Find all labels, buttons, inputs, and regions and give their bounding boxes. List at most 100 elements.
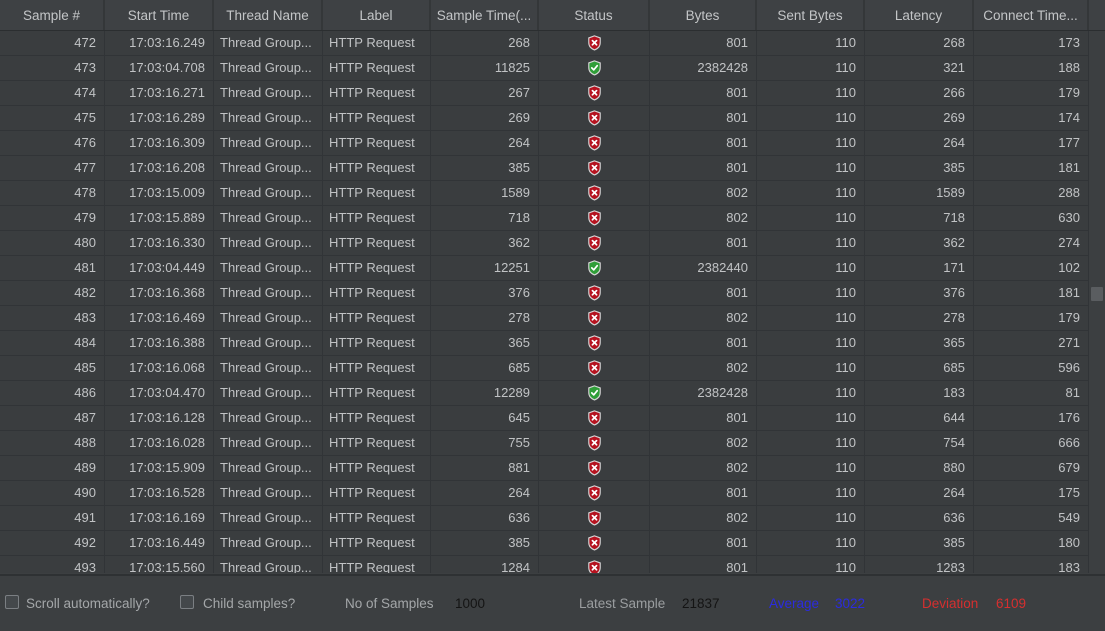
cell-sample-time: 1589 — [431, 181, 539, 206]
cell-label: HTTP Request — [323, 231, 431, 256]
cell-bytes: 802 — [650, 356, 757, 381]
column-header-connect-time[interactable]: Connect Time... — [974, 0, 1089, 30]
table-row[interactable]: 479 17:03:15.889 Thread Group... HTTP Re… — [0, 206, 1089, 231]
table-row[interactable]: 483 17:03:16.469 Thread Group... HTTP Re… — [0, 306, 1089, 331]
cell-label: HTTP Request — [323, 206, 431, 231]
table-row[interactable]: 485 17:03:16.068 Thread Group... HTTP Re… — [0, 356, 1089, 381]
cell-connect-time: 188 — [974, 56, 1089, 81]
cell-status — [539, 256, 650, 281]
cell-sent-bytes: 110 — [757, 381, 865, 406]
table-row[interactable]: 491 17:03:16.169 Thread Group... HTTP Re… — [0, 506, 1089, 531]
table-row[interactable]: 488 17:03:16.028 Thread Group... HTTP Re… — [0, 431, 1089, 456]
child-samples-checkbox[interactable] — [180, 595, 194, 609]
cell-latency: 754 — [865, 431, 974, 456]
cell-latency: 1589 — [865, 181, 974, 206]
cell-connect-time: 175 — [974, 481, 1089, 506]
cell-bytes: 802 — [650, 506, 757, 531]
header-scrollbar-corner — [1089, 0, 1105, 30]
cell-thread-name: Thread Group... — [214, 381, 323, 406]
table-row[interactable]: 490 17:03:16.528 Thread Group... HTTP Re… — [0, 481, 1089, 506]
cell-sent-bytes: 110 — [757, 31, 865, 56]
cell-latency: 685 — [865, 356, 974, 381]
cell-connect-time: 177 — [974, 131, 1089, 156]
cell-start-time: 17:03:16.169 — [105, 506, 214, 531]
cell-bytes: 801 — [650, 406, 757, 431]
no-of-samples-label: No of Samples — [345, 596, 434, 611]
column-header-sent-bytes[interactable]: Sent Bytes — [757, 0, 865, 30]
cell-status — [539, 456, 650, 481]
child-samples-label[interactable]: Child samples? — [203, 596, 296, 611]
cell-bytes: 801 — [650, 156, 757, 181]
cell-status — [539, 306, 650, 331]
cell-connect-time: 174 — [974, 106, 1089, 131]
table-row[interactable]: 474 17:03:16.271 Thread Group... HTTP Re… — [0, 81, 1089, 106]
cell-label: HTTP Request — [323, 431, 431, 456]
cell-sent-bytes: 110 — [757, 306, 865, 331]
table-row[interactable]: 475 17:03:16.289 Thread Group... HTTP Re… — [0, 106, 1089, 131]
column-header-sample-time[interactable]: Sample Time(... — [431, 0, 539, 30]
column-header-sample-number[interactable]: Sample # — [0, 0, 105, 30]
table-row[interactable]: 473 17:03:04.708 Thread Group... HTTP Re… — [0, 56, 1089, 81]
cell-bytes: 802 — [650, 206, 757, 231]
table-body[interactable]: 472 17:03:16.249 Thread Group... HTTP Re… — [0, 31, 1089, 573]
cell-sample-time: 685 — [431, 356, 539, 381]
cell-sent-bytes: 110 — [757, 231, 865, 256]
cell-sample-time: 278 — [431, 306, 539, 331]
column-header-status[interactable]: Status — [539, 0, 650, 30]
table-row[interactable]: 487 17:03:16.128 Thread Group... HTTP Re… — [0, 406, 1089, 431]
cell-connect-time: 102 — [974, 256, 1089, 281]
table-row[interactable]: 489 17:03:15.909 Thread Group... HTTP Re… — [0, 456, 1089, 481]
table-row[interactable]: 476 17:03:16.309 Thread Group... HTTP Re… — [0, 131, 1089, 156]
cell-label: HTTP Request — [323, 506, 431, 531]
cell-sample-time: 1284 — [431, 556, 539, 573]
cell-bytes: 802 — [650, 431, 757, 456]
column-header-thread-name[interactable]: Thread Name — [214, 0, 323, 30]
column-header-bytes[interactable]: Bytes — [650, 0, 757, 30]
cell-label: HTTP Request — [323, 156, 431, 181]
cell-start-time: 17:03:16.449 — [105, 531, 214, 556]
cell-bytes: 2382440 — [650, 256, 757, 281]
cell-connect-time: 181 — [974, 156, 1089, 181]
cell-thread-name: Thread Group... — [214, 431, 323, 456]
cell-label: HTTP Request — [323, 531, 431, 556]
table-row[interactable]: 478 17:03:15.009 Thread Group... HTTP Re… — [0, 181, 1089, 206]
table-row[interactable]: 482 17:03:16.368 Thread Group... HTTP Re… — [0, 281, 1089, 306]
shield-x-icon — [587, 235, 601, 251]
column-header-label[interactable]: Label — [323, 0, 431, 30]
shield-x-icon — [587, 335, 601, 351]
table-row[interactable]: 472 17:03:16.249 Thread Group... HTTP Re… — [0, 31, 1089, 56]
cell-bytes: 801 — [650, 281, 757, 306]
column-header-start-time[interactable]: Start Time — [105, 0, 214, 30]
cell-sample-number: 492 — [0, 531, 105, 556]
scroll-automatically-label[interactable]: Scroll automatically? — [26, 596, 150, 611]
cell-connect-time: 173 — [974, 31, 1089, 56]
column-header-latency[interactable]: Latency — [865, 0, 974, 30]
table-row[interactable]: 481 17:03:04.449 Thread Group... HTTP Re… — [0, 256, 1089, 281]
cell-thread-name: Thread Group... — [214, 156, 323, 181]
vertical-scrollbar-thumb[interactable] — [1091, 287, 1103, 301]
shield-x-icon — [587, 435, 601, 451]
cell-latency: 183 — [865, 381, 974, 406]
table-row[interactable]: 486 17:03:04.470 Thread Group... HTTP Re… — [0, 381, 1089, 406]
cell-thread-name: Thread Group... — [214, 131, 323, 156]
cell-label: HTTP Request — [323, 81, 431, 106]
deviation-value: 6109 — [996, 596, 1027, 611]
cell-sent-bytes: 110 — [757, 156, 865, 181]
cell-status — [539, 181, 650, 206]
scroll-automatically-checkbox[interactable] — [5, 595, 19, 609]
table-row[interactable]: 492 17:03:16.449 Thread Group... HTTP Re… — [0, 531, 1089, 556]
table-row[interactable]: 477 17:03:16.208 Thread Group... HTTP Re… — [0, 156, 1089, 181]
cell-sample-number: 481 — [0, 256, 105, 281]
cell-label: HTTP Request — [323, 331, 431, 356]
deviation-label: Deviation — [922, 596, 979, 611]
shield-x-icon — [587, 510, 601, 526]
table-row[interactable]: 480 17:03:16.330 Thread Group... HTTP Re… — [0, 231, 1089, 256]
table-row[interactable]: 493 17:03:15.560 Thread Group... HTTP Re… — [0, 556, 1089, 573]
cell-latency: 264 — [865, 131, 974, 156]
cell-latency: 1283 — [865, 556, 974, 573]
cell-bytes: 801 — [650, 31, 757, 56]
cell-label: HTTP Request — [323, 556, 431, 573]
cell-sample-number: 476 — [0, 131, 105, 156]
cell-connect-time: 596 — [974, 356, 1089, 381]
table-row[interactable]: 484 17:03:16.388 Thread Group... HTTP Re… — [0, 331, 1089, 356]
